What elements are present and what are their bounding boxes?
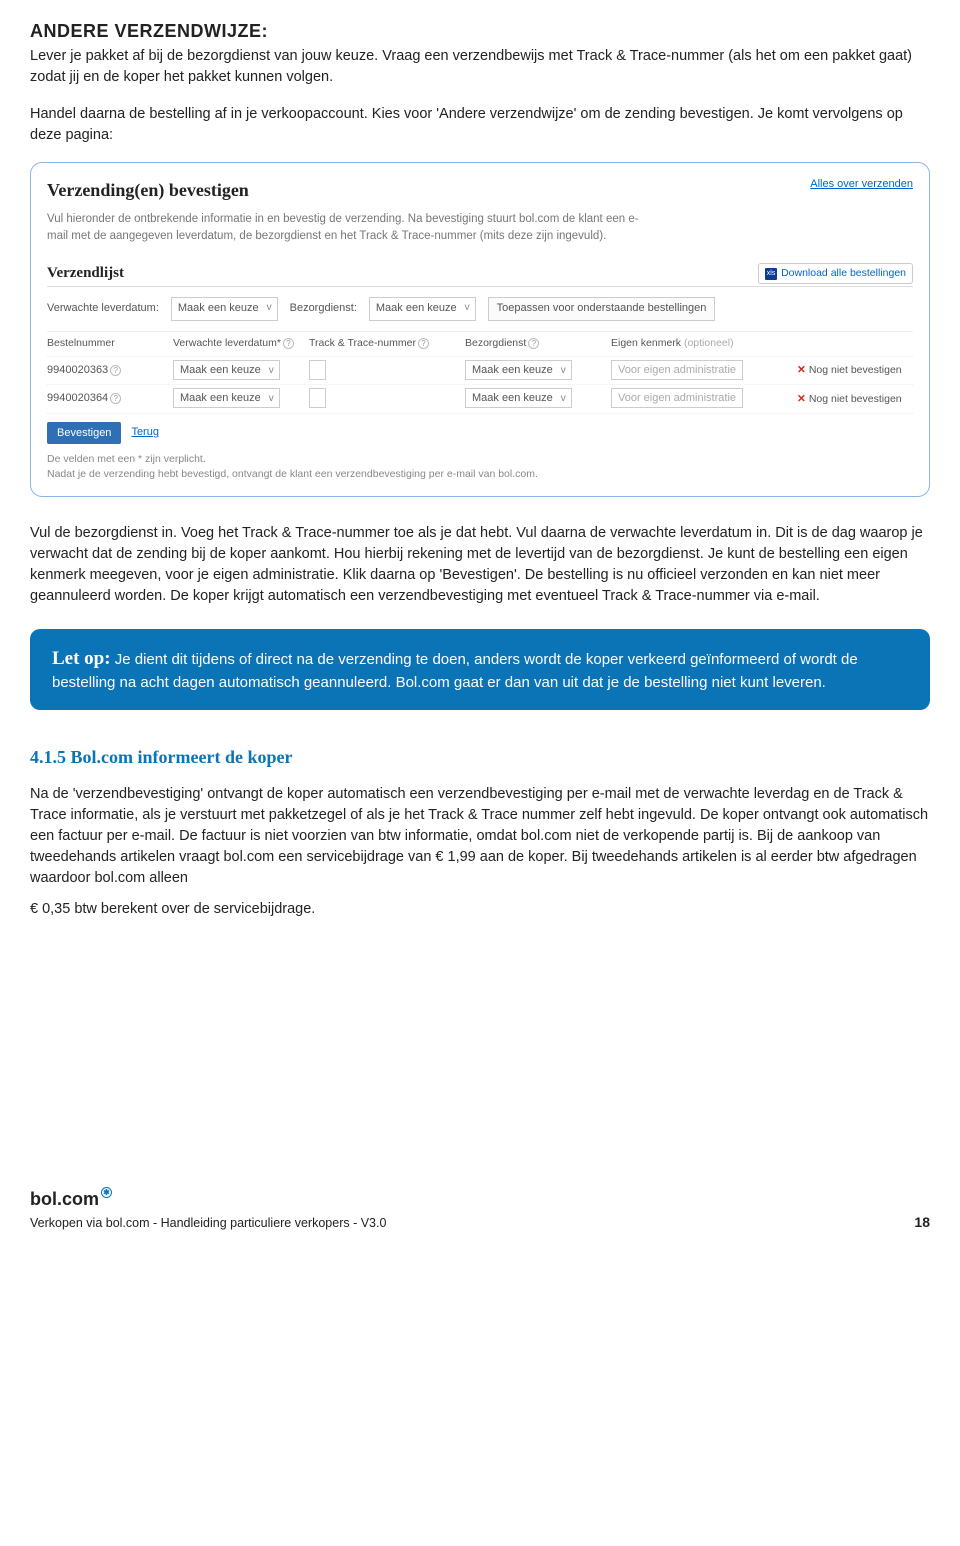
table-header: Bestelnummer Verwachte leverdatum*? Trac… bbox=[47, 331, 913, 356]
row-input-tracktrace[interactable] bbox=[309, 360, 326, 380]
filter-row: Verwachte leverdatum: Maak een keuze Bez… bbox=[47, 297, 913, 321]
row-select-leverdatum[interactable]: Maak een keuze bbox=[173, 360, 280, 380]
intro-para-2: Handel daarna de bestelling af in je ver… bbox=[30, 104, 930, 146]
table-row: 9940020363? Maak een keuze Maak een keuz… bbox=[47, 357, 913, 386]
page-footer: bol.com✱ Verkopen via bol.com - Handleid… bbox=[30, 1186, 930, 1232]
filter-label-bezorgdienst: Bezorgdienst: bbox=[290, 301, 357, 317]
terug-link[interactable]: Terug bbox=[131, 425, 159, 441]
select-bezorgdienst[interactable]: Maak een keuze bbox=[369, 297, 476, 321]
col-bestelnummer: Bestelnummer bbox=[47, 336, 167, 351]
para-415: Na de 'verzendbevestiging' ontvangt de k… bbox=[30, 784, 930, 889]
select-leverdatum[interactable]: Maak een keuze bbox=[171, 297, 278, 321]
verzendlijst-heading: Verzendlijst bbox=[47, 263, 124, 285]
filter-label-leverdatum: Verwachte leverdatum: bbox=[47, 301, 159, 317]
x-icon: ✕ bbox=[797, 364, 806, 376]
footer-line: Verkopen via bol.com - Handleiding parti… bbox=[30, 1214, 386, 1232]
alles-over-verzenden-link[interactable]: Alles over verzenden bbox=[810, 177, 913, 193]
bevestigen-button[interactable]: Bevestigen bbox=[47, 422, 121, 444]
help-icon[interactable]: ? bbox=[528, 338, 539, 349]
row-input-kenmerk[interactable]: Voor eigen administratie bbox=[611, 388, 743, 408]
shot-intro: Vul hieronder de ontbrekende informatie … bbox=[47, 211, 647, 244]
registered-icon: ✱ bbox=[101, 1187, 112, 1198]
section-heading: ANDERE VERZENDWIJZE: bbox=[30, 18, 930, 44]
heading-415: 4.1.5 Bol.com informeert de koper bbox=[30, 744, 930, 770]
para-415b: € 0,35 btw berekent over de servicebijdr… bbox=[30, 899, 930, 920]
footnote-required: De velden met een * zijn verplicht. bbox=[47, 452, 913, 467]
help-icon[interactable]: ? bbox=[283, 338, 294, 349]
intro-para-1: Lever je pakket af bij de bezorgdienst v… bbox=[30, 46, 930, 88]
let-op-callout: Let op: Je dient dit tijdens of direct n… bbox=[30, 629, 930, 710]
row-input-kenmerk[interactable]: Voor eigen administratie bbox=[611, 360, 743, 380]
page-number: 18 bbox=[914, 1212, 930, 1232]
row-status: ✕Nog niet bevestigen bbox=[797, 363, 947, 378]
apply-filter-button[interactable]: Toepassen voor onderstaande bestellingen bbox=[488, 297, 716, 321]
order-id: 9940020363 bbox=[47, 364, 108, 376]
xls-icon: xls bbox=[765, 268, 777, 280]
table-row: 9940020364? Maak een keuze Maak een keuz… bbox=[47, 385, 913, 414]
col-kenmerk: Eigen kenmerk (optioneel) bbox=[611, 336, 791, 351]
footnote-confirm: Nadat je de verzending hebt bevestigd, o… bbox=[47, 467, 913, 482]
row-select-bezorgdienst[interactable]: Maak een keuze bbox=[465, 388, 572, 408]
download-bestellingen-button[interactable]: xls Download alle bestellingen bbox=[758, 263, 913, 284]
help-icon[interactable]: ? bbox=[110, 365, 121, 376]
after-screenshot-para: Vul de bezorgdienst in. Voeg het Track &… bbox=[30, 523, 930, 607]
row-select-leverdatum[interactable]: Maak een keuze bbox=[173, 388, 280, 408]
bol-logo: bol.com✱ bbox=[30, 1186, 386, 1212]
download-label: Download alle bestellingen bbox=[781, 266, 906, 281]
screenshot-verzending-bevestigen: Verzending(en) bevestigen Alles over ver… bbox=[30, 162, 930, 497]
callout-lead: Let op: bbox=[52, 648, 111, 669]
col-bezorgdienst: Bezorgdienst? bbox=[465, 336, 605, 351]
help-icon[interactable]: ? bbox=[110, 393, 121, 404]
shot-title: Verzending(en) bevestigen bbox=[47, 177, 249, 203]
order-id: 9940020364 bbox=[47, 392, 108, 404]
col-tracktrace: Track & Trace-nummer? bbox=[309, 336, 459, 351]
row-status: ✕Nog niet bevestigen bbox=[797, 392, 947, 407]
col-leverdatum: Verwachte leverdatum*? bbox=[173, 336, 303, 351]
x-icon: ✕ bbox=[797, 393, 806, 405]
callout-body: Je dient dit tijdens of direct na de ver… bbox=[52, 651, 858, 692]
row-select-bezorgdienst[interactable]: Maak een keuze bbox=[465, 360, 572, 380]
help-icon[interactable]: ? bbox=[418, 338, 429, 349]
row-input-tracktrace[interactable] bbox=[309, 388, 326, 408]
